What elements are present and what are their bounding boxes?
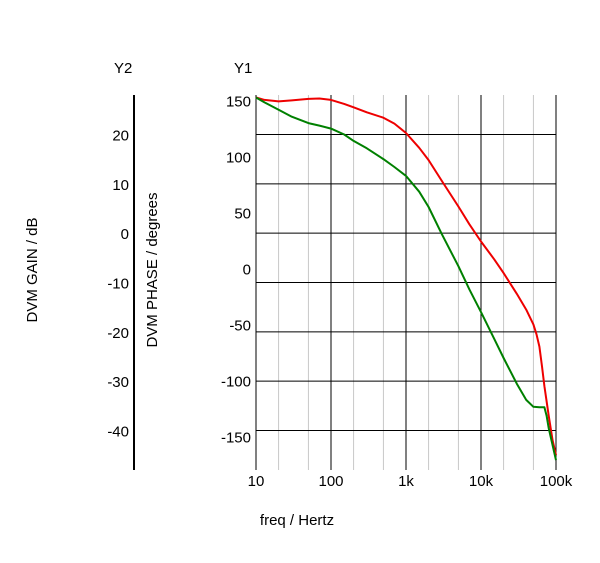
y1-axis-tag: Y1 (234, 60, 252, 77)
y1-axis-title: DVM PHASE / degrees (144, 192, 161, 347)
y1-tick-labels: 150 100 50 0 -50 -100 -150 (221, 94, 251, 447)
x-tick-label: 100k (540, 473, 573, 490)
x-tick-label: 10 (248, 473, 265, 490)
y2-tick-label: 10 (112, 177, 129, 194)
y2-tick-labels: 20 10 0 -10 -20 -30 -40 (107, 127, 129, 440)
y1-tick-label: 100 (226, 150, 251, 167)
series-1-line (255, 96, 557, 461)
y2-tick-label: -20 (107, 325, 129, 342)
y1-tick-label: -150 (221, 429, 251, 446)
x-tick-labels: 10 100 1k 10k 100k (248, 473, 573, 490)
grid-lines (255, 95, 557, 470)
y2-tick-label: -10 (107, 276, 129, 293)
y1-tick-label: 0 (243, 262, 251, 279)
y1-tick-label: -50 (229, 317, 251, 334)
y2-axis-title: DVM GAIN / dB (24, 217, 41, 322)
y2-tick-label: 0 (121, 226, 129, 243)
series-lines (255, 96, 557, 461)
y1-tick-label: 150 (226, 94, 251, 111)
y2-axis-tag: Y2 (114, 60, 132, 77)
x-tick-label: 10k (469, 473, 494, 490)
y2-tick-label: 20 (112, 127, 129, 144)
y2-tick-label: -30 (107, 374, 129, 391)
series-0-line (255, 96, 557, 456)
y1-tick-label: 50 (234, 206, 251, 223)
x-axis-title: freq / Hertz (260, 512, 334, 529)
x-tick-label: 100 (318, 473, 343, 490)
y2-tick-label: -40 (107, 424, 129, 441)
x-tick-label: 1k (398, 473, 414, 490)
y1-tick-label: -100 (221, 373, 251, 390)
